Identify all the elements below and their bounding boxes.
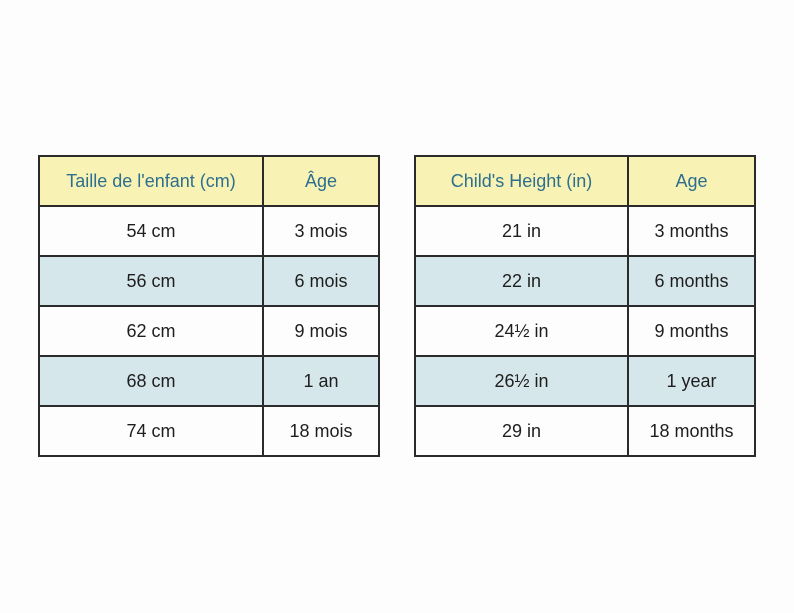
header-cell: Taille de l'enfant (cm) bbox=[38, 155, 264, 207]
table-cell: 3 months bbox=[627, 205, 756, 257]
header-cell: Age bbox=[627, 155, 756, 207]
header-row: Child's Height (in) Age bbox=[414, 155, 756, 207]
table-cell: 22 in bbox=[414, 255, 629, 307]
table-cell: 6 mois bbox=[262, 255, 380, 307]
table-cell: 6 months bbox=[627, 255, 756, 307]
header-cell: Child's Height (in) bbox=[414, 155, 629, 207]
table-cell: 29 in bbox=[414, 405, 629, 457]
header-cell: Âge bbox=[262, 155, 380, 207]
table-cell: 18 mois bbox=[262, 405, 380, 457]
table-cell: 1 an bbox=[262, 355, 380, 407]
table-cell: 18 months bbox=[627, 405, 756, 457]
table-cell: 21 in bbox=[414, 205, 629, 257]
table-row: 29 in 18 months bbox=[414, 405, 756, 457]
table-row: 68 cm 1 an bbox=[38, 355, 380, 407]
table-cell: 68 cm bbox=[38, 355, 264, 407]
table-cell: 56 cm bbox=[38, 255, 264, 307]
table-row: 26½ in 1 year bbox=[414, 355, 756, 407]
size-table-en: Child's Height (in) Age 21 in 3 months 22 in… bbox=[414, 155, 756, 457]
table-row: 56 cm 6 mois bbox=[38, 255, 380, 307]
table-cell: 9 months bbox=[627, 305, 756, 357]
table-cell: 62 cm bbox=[38, 305, 264, 357]
table-cell: 1 year bbox=[627, 355, 756, 407]
table-row: 21 in 3 months bbox=[414, 205, 756, 257]
table-cell: 3 mois bbox=[262, 205, 380, 257]
table-row: 54 cm 3 mois bbox=[38, 205, 380, 257]
table-cell: 26½ in bbox=[414, 355, 629, 407]
table-row: 62 cm 9 mois bbox=[38, 305, 380, 357]
size-table-fr: Taille de l'enfant (cm) Âge 54 cm 3 mois 56 … bbox=[38, 155, 380, 457]
table-row: 74 cm 18 mois bbox=[38, 405, 380, 457]
table-cell: 54 cm bbox=[38, 205, 264, 257]
table-cell: 74 cm bbox=[38, 405, 264, 457]
table-row: 22 in 6 months bbox=[414, 255, 756, 307]
table-row: 24½ in 9 months bbox=[414, 305, 756, 357]
table-cell: 24½ in bbox=[414, 305, 629, 357]
header-row: Taille de l'enfant (cm) Âge bbox=[38, 155, 380, 207]
table-cell: 9 mois bbox=[262, 305, 380, 357]
